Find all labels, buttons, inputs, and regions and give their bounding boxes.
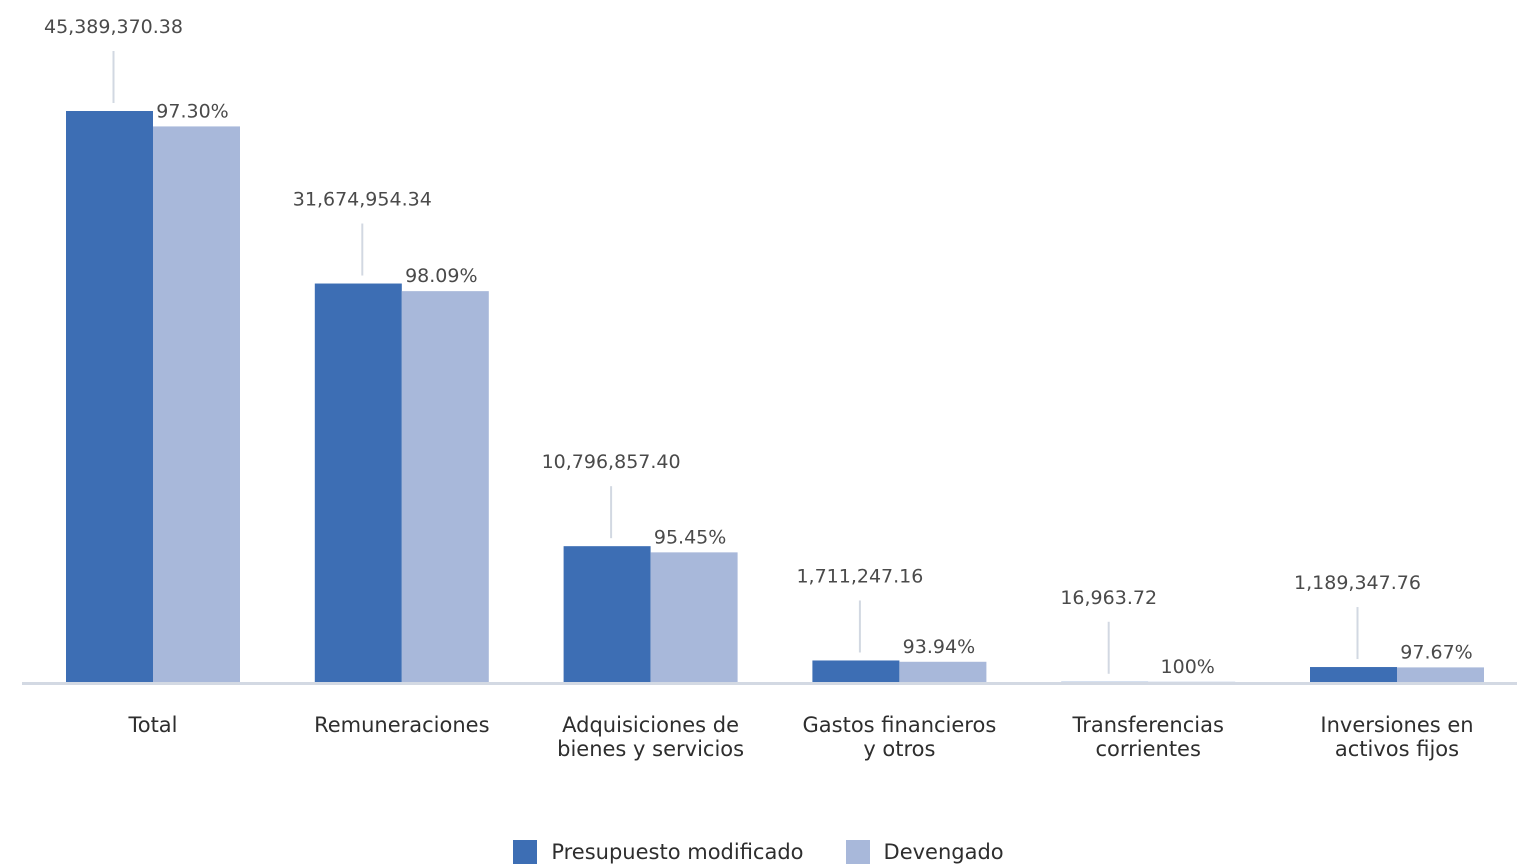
bar-devengado	[899, 661, 987, 682]
bar-devengado	[401, 291, 489, 682]
legend-label-presupuesto: Presupuesto modificado	[551, 840, 804, 864]
value-label-devengado: 97.67%	[1400, 641, 1472, 663]
legend-swatch-presupuesto	[513, 840, 538, 864]
category-label: Transferencias	[1071, 713, 1223, 737]
bar-presupuesto	[812, 660, 900, 682]
bar-presupuesto	[1310, 667, 1397, 682]
category-label: bienes y servicios	[557, 737, 744, 761]
bar-presupuesto	[563, 546, 651, 682]
legend-label-devengado: Devengado	[883, 840, 1004, 864]
category-label: activos fijos	[1335, 737, 1459, 761]
value-label-presupuesto: 10,796,857.40	[542, 451, 681, 473]
legend-item-presupuesto[interactable]: Presupuesto modificado	[513, 840, 804, 864]
value-label-devengado: 95.45%	[654, 526, 726, 548]
category-label: Inversiones en	[1320, 713, 1473, 737]
bar-presupuesto	[314, 283, 402, 682]
value-label-presupuesto: 16,963.72	[1060, 587, 1157, 609]
category-label: Adquisiciones de	[562, 713, 739, 737]
category-label: Gastos financieros	[803, 713, 997, 737]
category-label: y otros	[863, 737, 935, 761]
bar-presupuesto	[66, 111, 153, 682]
value-label-devengado: 98.09%	[405, 265, 477, 287]
legend: Presupuesto modificado Devengado	[0, 840, 1517, 864]
category-label: Total	[127, 713, 177, 737]
legend-item-devengado[interactable]: Devengado	[845, 840, 1004, 864]
value-label-presupuesto: 1,189,347.76	[1294, 572, 1421, 594]
value-label-presupuesto: 45,389,370.38	[44, 16, 183, 38]
legend-swatch-devengado	[845, 840, 870, 864]
bar-devengado	[650, 552, 738, 682]
category-label: corrientes	[1095, 737, 1200, 761]
value-label-presupuesto: 31,674,954.34	[293, 189, 432, 211]
value-label-devengado: 97.30%	[156, 100, 228, 122]
value-label-devengado: 93.94%	[903, 636, 975, 658]
category-label: Remuneraciones	[314, 713, 489, 737]
bar-devengado	[1397, 667, 1484, 682]
value-label-presupuesto: 1,711,247.16	[796, 565, 923, 587]
bar-devengado	[153, 126, 240, 683]
value-label-devengado: 100%	[1161, 656, 1215, 678]
